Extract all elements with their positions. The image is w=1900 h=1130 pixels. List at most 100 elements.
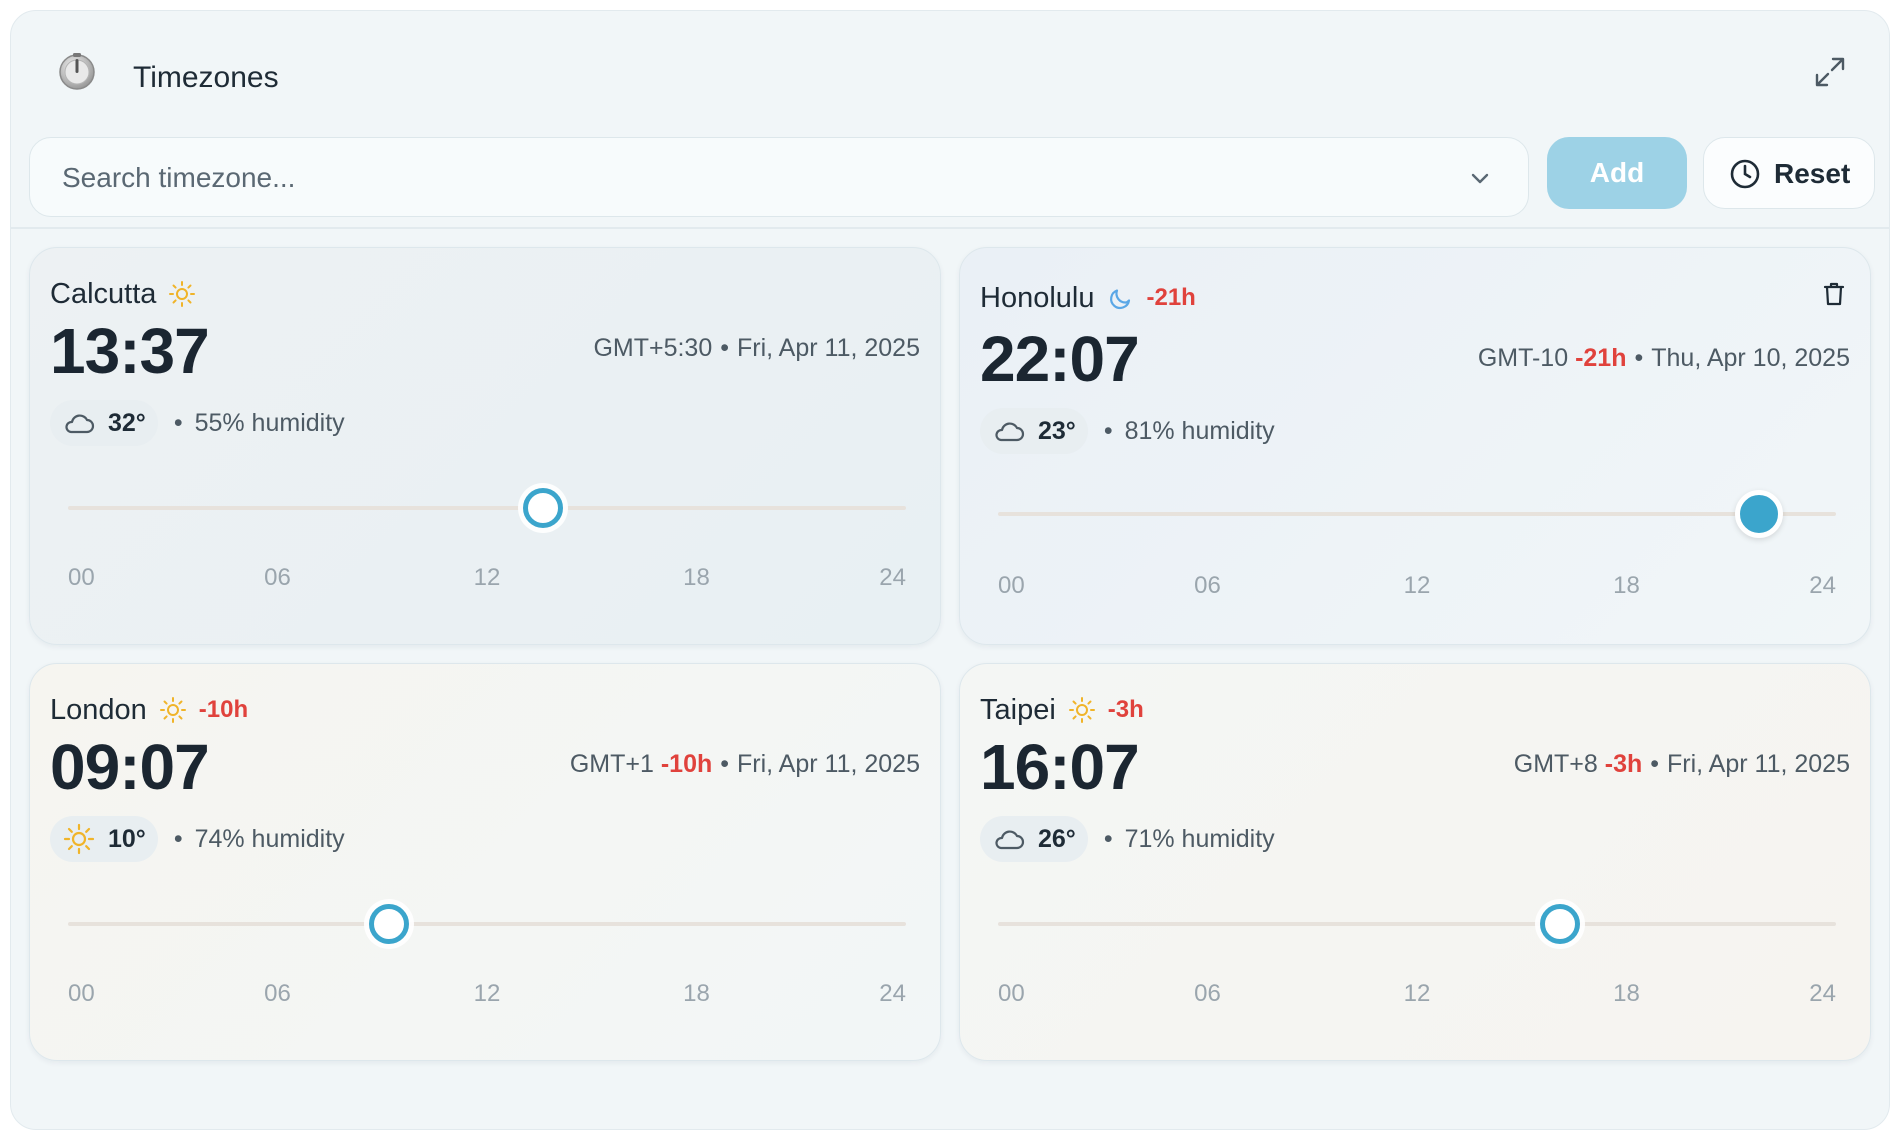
date: Fri, Apr 11, 2025 [1667, 750, 1850, 778]
hour-tick-label: 12 [1403, 572, 1431, 599]
hour-tick-label: 06 [264, 564, 291, 591]
temperature-pill: 23° [980, 408, 1088, 454]
humidity: 81% humidity [1124, 416, 1275, 445]
hour-tick-label: 24 [879, 564, 906, 591]
hour-tick-label: 18 [683, 980, 710, 1007]
temperature-pill: 26° [980, 816, 1088, 862]
timezone-search-combobox[interactable] [29, 137, 1529, 217]
slider-thumb[interactable] [522, 488, 563, 528]
gmt-offset: GMT+1 [569, 750, 654, 778]
panel-header: Timezones [11, 11, 1889, 131]
chevron-down-icon[interactable] [1468, 166, 1492, 190]
hour-ticks: 00 06 12 18 24 [68, 564, 906, 594]
reset-label: Reset [1774, 158, 1851, 189]
gmt-date: GMT+8 -3h • Fri, Apr 11, 2025 [1513, 750, 1850, 778]
temperature: 10° [108, 824, 146, 853]
hour-tick-label: 24 [1809, 572, 1836, 599]
slider-thumb[interactable] [1540, 904, 1581, 944]
hour-tick-label: 18 [1613, 980, 1640, 1007]
humidity: 71% humidity [1124, 824, 1275, 853]
cloud-icon [992, 414, 1026, 448]
city-name: Calcutta [50, 277, 157, 310]
hour-slider[interactable] [998, 490, 1836, 538]
temperature-pill: 10° [50, 816, 158, 862]
hour-slider[interactable] [68, 488, 906, 528]
gmt-date: GMT+5:30 • Fri, Apr 11, 2025 [593, 334, 920, 362]
gmt-date: GMT+1 -10h • Fri, Apr 11, 2025 [569, 750, 920, 778]
weather-info: 32° • 55% humidity [50, 400, 345, 446]
temperature-pill: 32° [50, 400, 158, 446]
hour-tick-label: 12 [473, 564, 501, 591]
hour-slider[interactable] [998, 904, 1836, 944]
city-name: Honolulu [980, 281, 1095, 314]
sun-icon [1068, 696, 1096, 724]
cloud-icon [62, 406, 96, 440]
weather-info: 26° • 71% humidity [980, 816, 1275, 862]
humidity: 74% humidity [194, 824, 345, 853]
local-time: 16:07 [980, 731, 1140, 803]
weather-info: 10° • 74% humidity [50, 816, 345, 862]
hour-tick-label: 12 [473, 980, 501, 1007]
expand-icon[interactable] [1813, 55, 1847, 89]
date: Fri, Apr 11, 2025 [737, 750, 920, 778]
clock-icon [1728, 157, 1762, 191]
gmt-relative-offset: -10h [660, 750, 713, 778]
hour-tick-label: 06 [1194, 980, 1221, 1007]
relative-offset: -3h [1107, 696, 1144, 723]
hour-tick-label: 06 [264, 980, 291, 1007]
gmt-offset: GMT-10 [1477, 344, 1569, 372]
timezone-card-taipei: Taipei -3h 16:07 GMT+8 -3h • Fri, Apr 11, … [959, 663, 1871, 1061]
relative-offset: -21h [1146, 284, 1196, 311]
hour-ticks: 00 06 12 18 24 [998, 980, 1836, 1010]
add-button[interactable]: Add [1547, 137, 1687, 209]
temperature: 26° [1038, 824, 1076, 853]
moon-icon [1106, 284, 1134, 312]
city-name: Taipei [980, 693, 1056, 726]
hour-ticks: 00 06 12 18 24 [998, 572, 1836, 602]
divider [11, 227, 1889, 229]
sun-icon [168, 280, 196, 308]
hour-slider[interactable] [68, 904, 906, 944]
search-input[interactable] [62, 156, 1442, 200]
hour-tick-label: 18 [683, 564, 710, 591]
gmt-relative-offset: -3h [1604, 750, 1643, 778]
hour-tick-label: 00 [998, 980, 1025, 1007]
hour-tick-label: 12 [1403, 980, 1431, 1007]
gmt-offset: GMT+5:30 [593, 334, 713, 362]
hour-tick-label: 00 [998, 572, 1025, 599]
local-time: 22:07 [980, 323, 1140, 395]
slider-thumb[interactable] [369, 904, 410, 944]
gmt-relative-offset: -21h [1575, 344, 1627, 372]
timezone-card-london: London -10h 09:07 GMT+1 -10h • Fri, Apr 11… [29, 663, 941, 1061]
gmt-date: GMT-10 -21h • Thu, Apr 10, 2025 [1477, 344, 1850, 372]
clock-dial-icon [57, 51, 97, 91]
hour-tick-label: 00 [68, 564, 95, 591]
sun-icon [159, 696, 187, 724]
timezone-card-calcutta: Calcutta 13:37 GMT+5:30 • Fri, Apr 11, 202… [29, 247, 941, 645]
local-time: 13:37 [50, 315, 210, 387]
relative-offset: -10h [198, 696, 249, 723]
city-name: London [50, 693, 147, 726]
local-time: 09:07 [50, 731, 210, 803]
page-title: Timezones [133, 61, 279, 94]
hour-ticks: 00 06 12 18 24 [68, 980, 906, 1010]
hour-tick-label: 24 [879, 980, 906, 1007]
hour-tick-label: 06 [1194, 572, 1221, 599]
trash-icon[interactable] [1820, 280, 1848, 308]
hour-tick-label: 00 [68, 980, 95, 1007]
timezone-card-honolulu: Honolulu -21h 22:07 GMT-10 -21h • Thu, Apr… [959, 247, 1871, 645]
gmt-offset: GMT+8 [1513, 750, 1598, 778]
hour-tick-label: 24 [1809, 980, 1836, 1007]
hour-tick-label: 18 [1613, 572, 1640, 599]
temperature: 32° [108, 408, 146, 437]
weather-info: 23° • 81% humidity [980, 408, 1275, 454]
temperature: 23° [1038, 416, 1076, 445]
sun-icon [62, 822, 96, 856]
humidity: 55% humidity [194, 408, 345, 437]
date: Fri, Apr 11, 2025 [737, 334, 920, 362]
reset-button[interactable]: Reset [1703, 137, 1875, 209]
date: Thu, Apr 10, 2025 [1651, 344, 1850, 372]
timezones-panel: Timezones Add Reset Calcutta [10, 10, 1890, 1130]
cloud-icon [992, 822, 1026, 856]
slider-thumb[interactable] [1735, 490, 1784, 538]
